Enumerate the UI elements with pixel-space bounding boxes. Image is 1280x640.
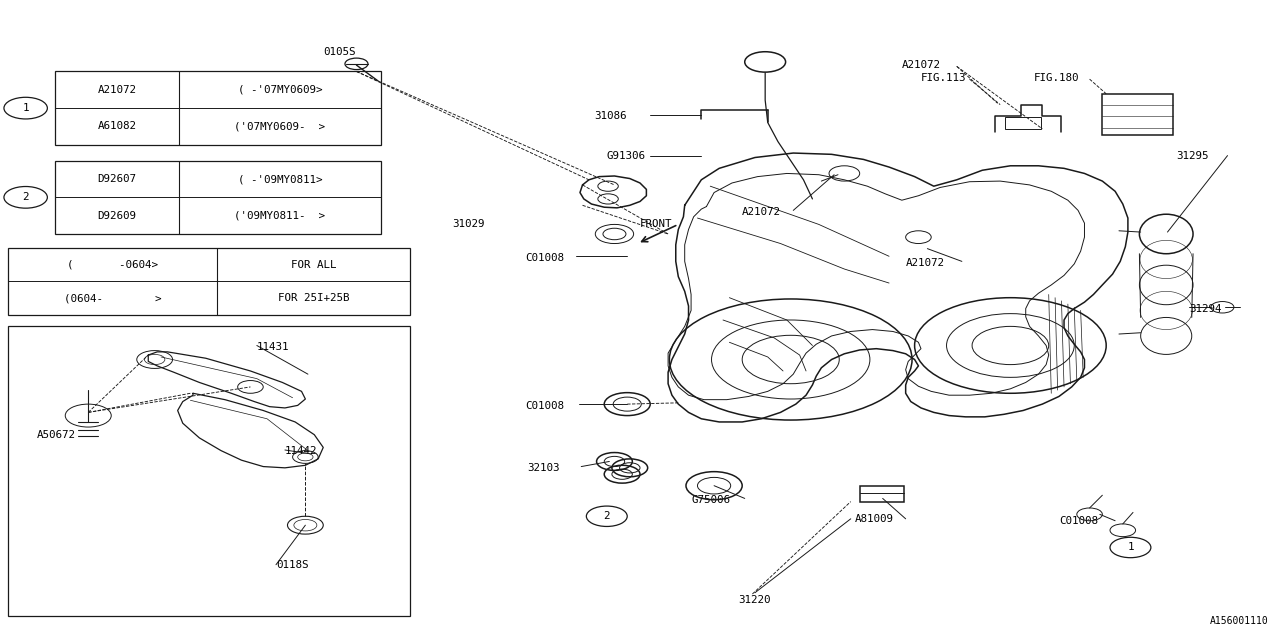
Text: 31295: 31295 [1176, 150, 1208, 161]
Text: 11442: 11442 [285, 445, 317, 456]
Text: 31029: 31029 [452, 220, 485, 229]
Text: 2: 2 [604, 511, 611, 521]
Text: 0118S: 0118S [276, 561, 308, 570]
Text: FIG.113: FIG.113 [922, 73, 966, 83]
Text: D92607: D92607 [97, 174, 137, 184]
Text: FOR 25I+25B: FOR 25I+25B [278, 293, 349, 303]
Text: A61082: A61082 [97, 122, 137, 131]
Text: ('09MY0811-  >: ('09MY0811- > [234, 211, 325, 221]
Bar [860, 486, 905, 502]
Text: (0604-        >: (0604- > [64, 293, 161, 303]
Text: FIG.180: FIG.180 [1033, 73, 1079, 83]
Text: FRONT: FRONT [640, 219, 672, 229]
Text: 31086: 31086 [594, 111, 626, 121]
Text: A156001110: A156001110 [1210, 616, 1268, 626]
Text: ( -'09MY0811>: ( -'09MY0811> [238, 174, 323, 184]
Text: C01008: C01008 [525, 401, 564, 411]
Text: 11431: 11431 [257, 342, 289, 352]
Text: A81009: A81009 [855, 514, 893, 524]
Text: ( -'07MY0609>: ( -'07MY0609> [238, 85, 323, 95]
Text: A21072: A21072 [97, 85, 137, 95]
Text: 32103: 32103 [527, 463, 561, 473]
Text: A50672: A50672 [37, 429, 76, 440]
Text: G75006: G75006 [691, 495, 730, 505]
Text: 1: 1 [1128, 543, 1134, 552]
Text: A21072: A21072 [742, 207, 781, 217]
Text: C01008: C01008 [525, 253, 564, 262]
Text: ('07MY0609-  >: ('07MY0609- > [234, 122, 325, 131]
Text: 31220: 31220 [739, 595, 771, 605]
Text: A21072: A21072 [902, 60, 941, 70]
Bar [8, 326, 410, 616]
Text: 0105S: 0105S [324, 47, 356, 58]
Bar [1005, 117, 1041, 129]
Bar [8, 248, 410, 315]
Text: D92609: D92609 [97, 211, 137, 221]
Text: A21072: A21072 [906, 258, 945, 268]
Bar [55, 161, 380, 234]
Text: G91306: G91306 [607, 151, 646, 161]
Bar [55, 72, 380, 145]
Text: 31294: 31294 [1189, 303, 1221, 314]
Text: C01008: C01008 [1059, 516, 1098, 525]
Text: (       -0604>: ( -0604> [67, 260, 157, 269]
Bar [1102, 94, 1172, 135]
Text: FOR ALL: FOR ALL [291, 260, 337, 269]
Text: 2: 2 [23, 193, 29, 202]
Text: 1: 1 [23, 103, 29, 113]
